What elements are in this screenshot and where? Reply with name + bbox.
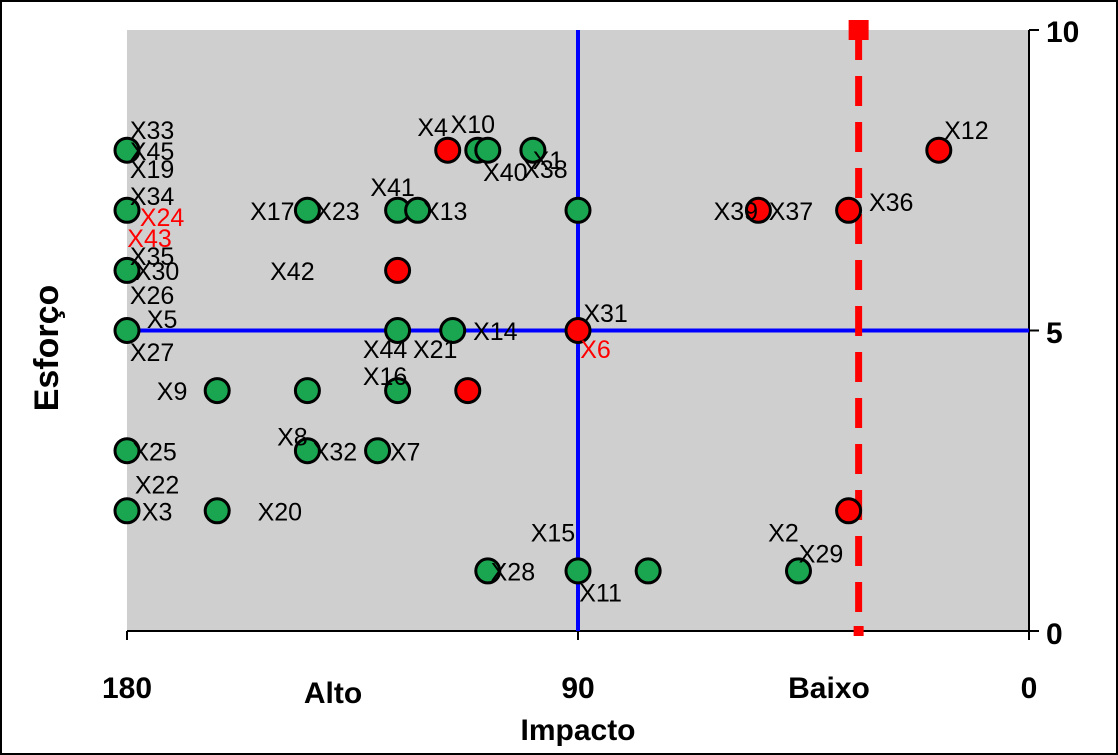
point-label: X35 xyxy=(130,243,174,271)
green-data-point xyxy=(519,136,547,164)
green-data-point xyxy=(784,557,812,585)
red-threshold-marker-top xyxy=(848,20,869,40)
point-label: X34 xyxy=(130,183,175,211)
point-label: X21 xyxy=(413,336,457,364)
green-data-point xyxy=(293,437,321,465)
green-data-point xyxy=(113,136,141,164)
point-label: X31 xyxy=(583,300,627,328)
y-tick-label-10: 10 xyxy=(1046,16,1079,49)
point-label: X43 xyxy=(127,225,171,253)
point-label: X27 xyxy=(130,339,174,367)
point-label: X29 xyxy=(799,540,843,568)
point-label: X33 xyxy=(130,117,174,145)
green-data-point xyxy=(364,437,392,465)
red-threshold-marker-bottom xyxy=(853,626,864,636)
red-data-point xyxy=(744,196,772,224)
point-label: X44 xyxy=(363,336,408,364)
point-label: X20 xyxy=(258,498,302,526)
red-data-point xyxy=(434,136,462,164)
green-data-point xyxy=(634,557,662,585)
red-data-point xyxy=(835,196,863,224)
green-data-point xyxy=(564,196,592,224)
point-label: X36 xyxy=(869,189,913,217)
green-data-point xyxy=(474,557,502,585)
green-data-point xyxy=(564,557,592,585)
point-label: X2 xyxy=(768,519,799,547)
green-data-point xyxy=(384,317,412,344)
point-label: X39 xyxy=(714,198,758,226)
x-tick-label-0: 0 xyxy=(1021,672,1038,705)
point-label: X3 xyxy=(142,498,173,526)
point-label: X37 xyxy=(769,198,813,226)
point-label: X42 xyxy=(270,258,314,286)
x-tick-label-90: 90 xyxy=(561,672,594,705)
x-category-label-alto: Alto xyxy=(304,677,362,710)
green-data-point xyxy=(439,317,467,344)
point-label: X40 xyxy=(483,159,527,187)
y-tick-label-0: 0 xyxy=(1046,618,1063,651)
green-data-point xyxy=(203,497,231,525)
green-data-point xyxy=(293,377,321,405)
red-data-point xyxy=(384,256,412,284)
point-label: X19 xyxy=(130,156,174,184)
red-data-point xyxy=(454,377,482,405)
points-layer xyxy=(113,136,953,585)
point-label: X11 xyxy=(579,580,622,608)
green-data-point xyxy=(113,317,141,344)
green-data-point xyxy=(474,136,502,164)
x-category-label-baixo: Baixo xyxy=(788,672,870,705)
point-label: X15 xyxy=(531,519,575,547)
x-tick-label-180: 180 xyxy=(102,672,152,705)
green-data-point xyxy=(404,196,432,224)
green-data-point xyxy=(203,377,231,405)
point-label: X8 xyxy=(277,423,308,451)
point-label: X5 xyxy=(147,306,178,334)
point-label: X28 xyxy=(491,559,535,587)
point-label: X32 xyxy=(313,438,357,466)
point-label: X26 xyxy=(130,282,174,310)
y-tick-label-5: 5 xyxy=(1046,317,1063,350)
point-label: X10 xyxy=(451,111,495,139)
green-data-point xyxy=(113,497,141,525)
red-data-point xyxy=(925,136,953,164)
point-label: X16 xyxy=(363,363,407,391)
point-label: X22 xyxy=(135,471,179,499)
red-data-point xyxy=(564,317,592,344)
green-data-point xyxy=(113,256,141,284)
point-label: X13 xyxy=(423,198,467,226)
point-label: X41 xyxy=(370,174,414,202)
green-data-point xyxy=(113,437,141,465)
point-label: X25 xyxy=(132,438,176,466)
point-label: X45 xyxy=(130,138,174,166)
red-data-point xyxy=(835,497,863,525)
green-data-point xyxy=(113,196,141,224)
x-axis-title: Impacto xyxy=(520,714,635,747)
point-label: X6 xyxy=(580,336,611,364)
point-label: X17 xyxy=(250,198,294,226)
point-label: X23 xyxy=(315,198,359,226)
point-label: X4 xyxy=(417,114,448,142)
point-label: X24 xyxy=(140,204,185,232)
point-label: X38 xyxy=(523,156,567,184)
point-label: X1 xyxy=(533,147,564,175)
green-data-point xyxy=(384,377,412,405)
green-data-point xyxy=(293,196,321,224)
point-label: X9 xyxy=(157,378,188,406)
point-label: X14 xyxy=(473,318,518,346)
point-label: X12 xyxy=(944,117,988,145)
y-axis-title: Esforço xyxy=(28,285,66,412)
point-label: X30 xyxy=(135,258,179,286)
point-label: X7 xyxy=(390,438,421,466)
